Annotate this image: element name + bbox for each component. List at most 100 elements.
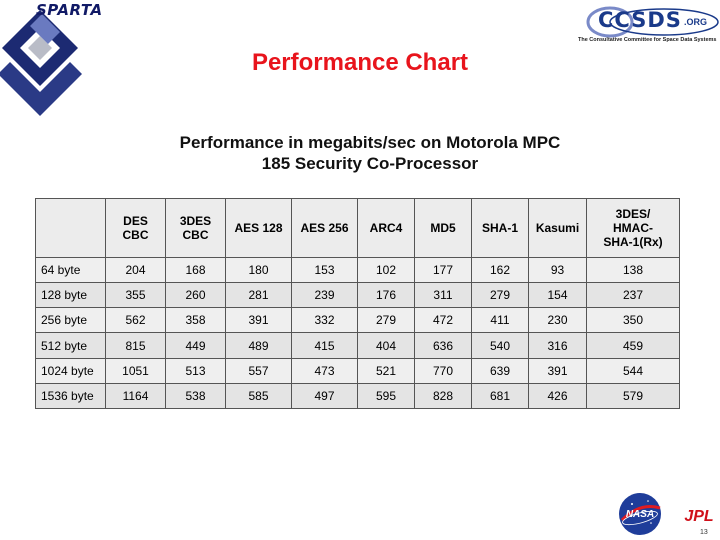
table-row: 512 byte 815 449 489 415 404 636 540 316 459 — [35, 332, 680, 359]
table-cell: 513 — [165, 357, 226, 384]
table-cell: 311 — [414, 282, 472, 309]
subtitle-line-2: 185 Security Co-Processor — [261, 154, 479, 173]
table-cell: 138 — [586, 256, 680, 284]
table-cell: 489 — [225, 332, 292, 359]
table-cell: 521 — [357, 357, 415, 384]
table-cell: 154 — [528, 282, 587, 309]
column-header-line: Kasumi — [535, 221, 580, 235]
table-cell: 279 — [357, 307, 415, 334]
table-cell: 358 — [165, 307, 226, 334]
table-row: 256 byte 562 358 391 332 279 472 411 230 350 — [35, 307, 680, 334]
table-cell: 177 — [414, 256, 472, 284]
column-header-line: AES 128 — [234, 221, 283, 235]
row-label: 128 byte — [35, 282, 106, 309]
table-cell: 260 — [165, 282, 226, 309]
table-cell: 562 — [105, 307, 166, 334]
table-cell: 459 — [586, 332, 680, 359]
column-header-line: SHA-1(Rx) — [603, 235, 663, 249]
table-cell: 230 — [528, 307, 587, 334]
table-cell: 404 — [357, 332, 415, 359]
table-cell: 426 — [528, 382, 587, 410]
table-cell: 544 — [586, 357, 680, 384]
table-cell: 168 — [165, 256, 226, 284]
table-column-header: 3DES/HMAC- SHA-1(Rx) — [586, 198, 680, 258]
nasa-logo-text: NASA — [626, 509, 654, 520]
table-cell: 411 — [471, 307, 529, 334]
table-cell: 540 — [471, 332, 529, 359]
subtitle-line-1: Performance in megabits/sec on Motorola … — [179, 133, 561, 152]
row-label: 1536 byte — [35, 382, 106, 410]
ccsds-tagline: The Consultative Committee for Space Dat… — [578, 37, 717, 43]
performance-table-container: DES CBC 3DES CBC AES 128 AES 256 ARC4 MD5 SHA-1 K… — [35, 198, 680, 410]
table-row: 1024 byte 1051 513 557 473 521 770 639 391 544 — [35, 357, 680, 384]
table-cell: 538 — [165, 382, 226, 410]
performance-table: DES CBC 3DES CBC AES 128 AES 256 ARC4 MD5 SHA-1 K… — [35, 198, 680, 410]
table-cell: 815 — [105, 332, 166, 359]
ccsds-domain-text: .ORG — [684, 17, 708, 27]
table-cell: 828 — [414, 382, 472, 410]
row-label: 64 byte — [35, 256, 106, 284]
table-cell: 585 — [225, 382, 292, 410]
table-row: 1536 byte 1164 538 585 497 595 828 681 426 579 — [35, 382, 680, 410]
row-label: 512 byte — [35, 332, 106, 359]
table-cell: 449 — [165, 332, 226, 359]
jpl-logo-text: JPL — [684, 508, 713, 523]
row-label: 1024 byte — [35, 357, 106, 384]
table-cell: 176 — [357, 282, 415, 309]
table-cell: 281 — [225, 282, 292, 309]
table-cell: 497 — [291, 382, 358, 410]
page-title: Performance Chart — [251, 49, 469, 76]
table-column-header: AES 256 — [291, 198, 358, 258]
jpl-logo-icon: JPL — [684, 508, 713, 523]
table-row: 128 byte 355 260 281 239 176 311 279 154 237 — [35, 282, 680, 309]
column-header-line: ARC4 — [369, 221, 403, 235]
table-column-header: SHA-1 — [471, 198, 529, 258]
sparta-logo-icon — [0, 10, 82, 116]
table-column-header: MD5 — [414, 198, 472, 258]
table-column-header: Kasumi — [528, 198, 587, 258]
table-column-header: DES CBC — [105, 198, 166, 258]
row-label: 256 byte — [35, 307, 106, 334]
column-header-line: DES — [123, 214, 148, 228]
table-cell: 579 — [586, 382, 680, 410]
table-cell: 162 — [471, 256, 529, 284]
table-cell: 770 — [414, 357, 472, 384]
slide-subtitle: Performance in megabits/sec on Motorola … — [0, 132, 720, 174]
table-cell: 472 — [414, 307, 472, 334]
table-cell: 391 — [528, 357, 587, 384]
table-cell: 153 — [291, 256, 358, 284]
table-cell: 332 — [291, 307, 358, 334]
column-header-line: MD5 — [430, 221, 456, 235]
table-column-header: 3DES CBC — [165, 198, 226, 258]
column-header-line: 3DES — [179, 214, 212, 228]
table-cell: 350 — [586, 307, 680, 334]
table-cell: 237 — [586, 282, 680, 309]
table-cell: 355 — [105, 282, 166, 309]
table-cell: 279 — [471, 282, 529, 309]
nasa-logo-icon: NASA — [619, 493, 661, 535]
column-header-line: 3DES/ — [615, 207, 651, 221]
table-body: 64 byte 204 168 180 153 102 177 162 93 138 128 byt… — [35, 256, 680, 410]
column-header-line: CBC — [122, 228, 149, 242]
table-cell: 239 — [291, 282, 358, 309]
table-header-corner — [35, 198, 106, 258]
table-cell: 102 — [357, 256, 415, 284]
table-cell: 473 — [291, 357, 358, 384]
page-number: 13 — [700, 529, 708, 536]
table-cell: 1051 — [105, 357, 166, 384]
sparta-logo-text: SPARTA — [36, 1, 103, 19]
table-cell: 415 — [291, 332, 358, 359]
table-row: 64 byte 204 168 180 153 102 177 162 93 138 — [35, 256, 680, 284]
table-cell: 180 — [225, 256, 292, 284]
column-header-line: AES 256 — [300, 221, 349, 235]
table-cell: 636 — [414, 332, 472, 359]
table-column-header: ARC4 — [357, 198, 415, 258]
table-header-row: DES CBC 3DES CBC AES 128 AES 256 ARC4 MD5 SHA-1 K… — [35, 198, 680, 258]
table-cell: 595 — [357, 382, 415, 410]
table-cell: 681 — [471, 382, 529, 410]
ccsds-logo-icon — [586, 6, 719, 38]
table-cell: 204 — [105, 256, 166, 284]
column-header-line: HMAC- — [613, 221, 653, 235]
column-header-line: CBC — [182, 228, 209, 242]
table-cell: 1164 — [105, 382, 166, 410]
